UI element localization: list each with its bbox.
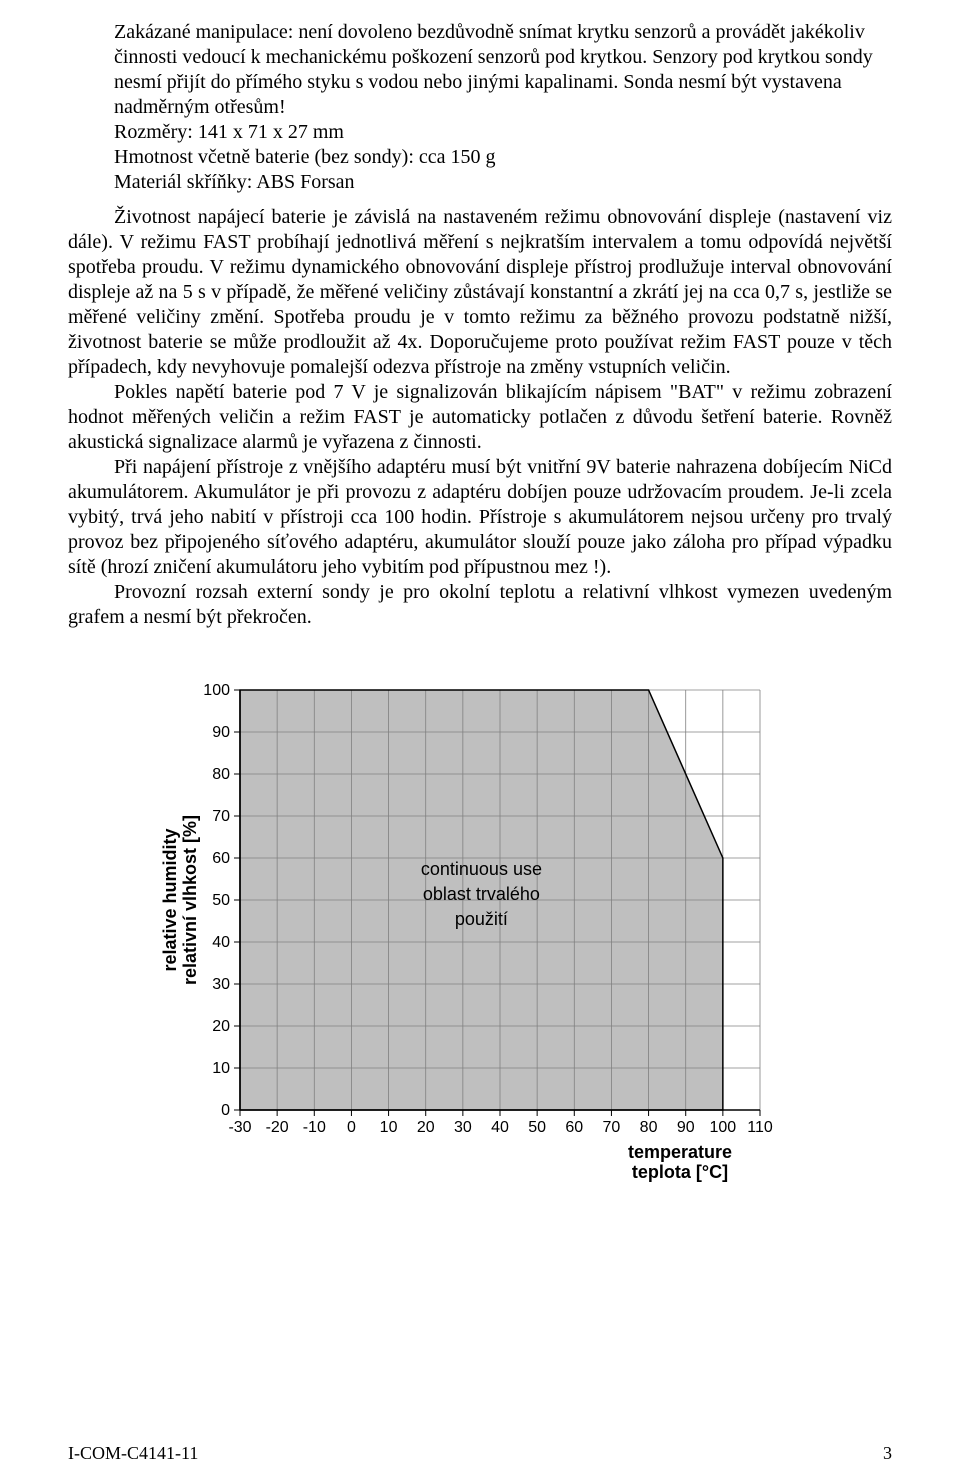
svg-text:80: 80 — [640, 1119, 658, 1136]
svg-text:-10: -10 — [303, 1119, 326, 1136]
chart-svg: -30 -20 -10 0 10 20 30 40 50 60 70 80 90 100 110 0 10 20 3… — [130, 670, 830, 1210]
spec-block: Zakázané manipulace: není dovoleno bezdů… — [68, 20, 892, 195]
spec-line-material: Materiál skříňky: ABS Forsan — [68, 170, 892, 195]
svg-text:60: 60 — [212, 850, 230, 867]
svg-text:20: 20 — [417, 1119, 435, 1136]
svg-text:-20: -20 — [266, 1119, 289, 1136]
svg-text:30: 30 — [212, 976, 230, 993]
body-text: Životnost napájecí baterie je závislá na… — [68, 205, 892, 630]
svg-text:0: 0 — [221, 1102, 230, 1119]
svg-text:teplota [°C]: teplota [°C] — [632, 1162, 728, 1182]
footer-code: I-COM-C4141-11 — [68, 1443, 198, 1464]
page: Zakázané manipulace: není dovoleno bezdů… — [0, 0, 960, 1482]
svg-text:60: 60 — [565, 1119, 583, 1136]
svg-text:relativní vlhkost [%]: relativní vlhkost [%] — [180, 815, 200, 985]
svg-text:20: 20 — [212, 1018, 230, 1035]
svg-text:90: 90 — [677, 1119, 695, 1136]
spec-line-weight: Hmotnost včetně baterie (bez sondy): cca… — [68, 145, 892, 170]
svg-text:temperature: temperature — [628, 1142, 732, 1162]
svg-text:70: 70 — [212, 808, 230, 825]
svg-text:continuous use: continuous use — [421, 859, 542, 879]
svg-text:0: 0 — [347, 1119, 356, 1136]
svg-text:70: 70 — [603, 1119, 621, 1136]
svg-text:100: 100 — [203, 682, 230, 699]
svg-text:110: 110 — [747, 1119, 773, 1136]
spec-line-prohibited: Zakázané manipulace: není dovoleno bezdů… — [68, 20, 892, 120]
svg-text:50: 50 — [212, 892, 230, 909]
paragraph-operating-range: Provozní rozsah externí sondy je pro oko… — [68, 580, 892, 630]
operating-range-chart: -30 -20 -10 0 10 20 30 40 50 60 70 80 90 100 110 0 10 20 3… — [68, 670, 892, 1210]
svg-text:-30: -30 — [228, 1119, 251, 1136]
svg-text:40: 40 — [212, 934, 230, 951]
page-footer: I-COM-C4141-11 3 — [68, 1443, 892, 1464]
paragraph-battery-life: Životnost napájecí baterie je závislá na… — [68, 205, 892, 380]
paragraph-adapter: Při napájení přístroje z vnějšího adapté… — [68, 455, 892, 580]
svg-text:80: 80 — [212, 766, 230, 783]
svg-text:40: 40 — [491, 1119, 509, 1136]
svg-text:100: 100 — [710, 1119, 737, 1136]
svg-text:50: 50 — [528, 1119, 546, 1136]
svg-text:30: 30 — [454, 1119, 472, 1136]
svg-text:10: 10 — [380, 1119, 398, 1136]
svg-text:oblast trvalého: oblast trvalého — [423, 884, 540, 904]
svg-text:90: 90 — [212, 724, 230, 741]
svg-text:relative humidity: relative humidity — [160, 828, 180, 971]
paragraph-bat-indicator: Pokles napětí baterie pod 7 V je signali… — [68, 380, 892, 455]
svg-text:10: 10 — [212, 1060, 230, 1077]
footer-page-number: 3 — [883, 1443, 892, 1464]
svg-text:použití: použití — [455, 909, 508, 929]
spec-line-dimensions: Rozměry: 141 x 71 x 27 mm — [68, 120, 892, 145]
